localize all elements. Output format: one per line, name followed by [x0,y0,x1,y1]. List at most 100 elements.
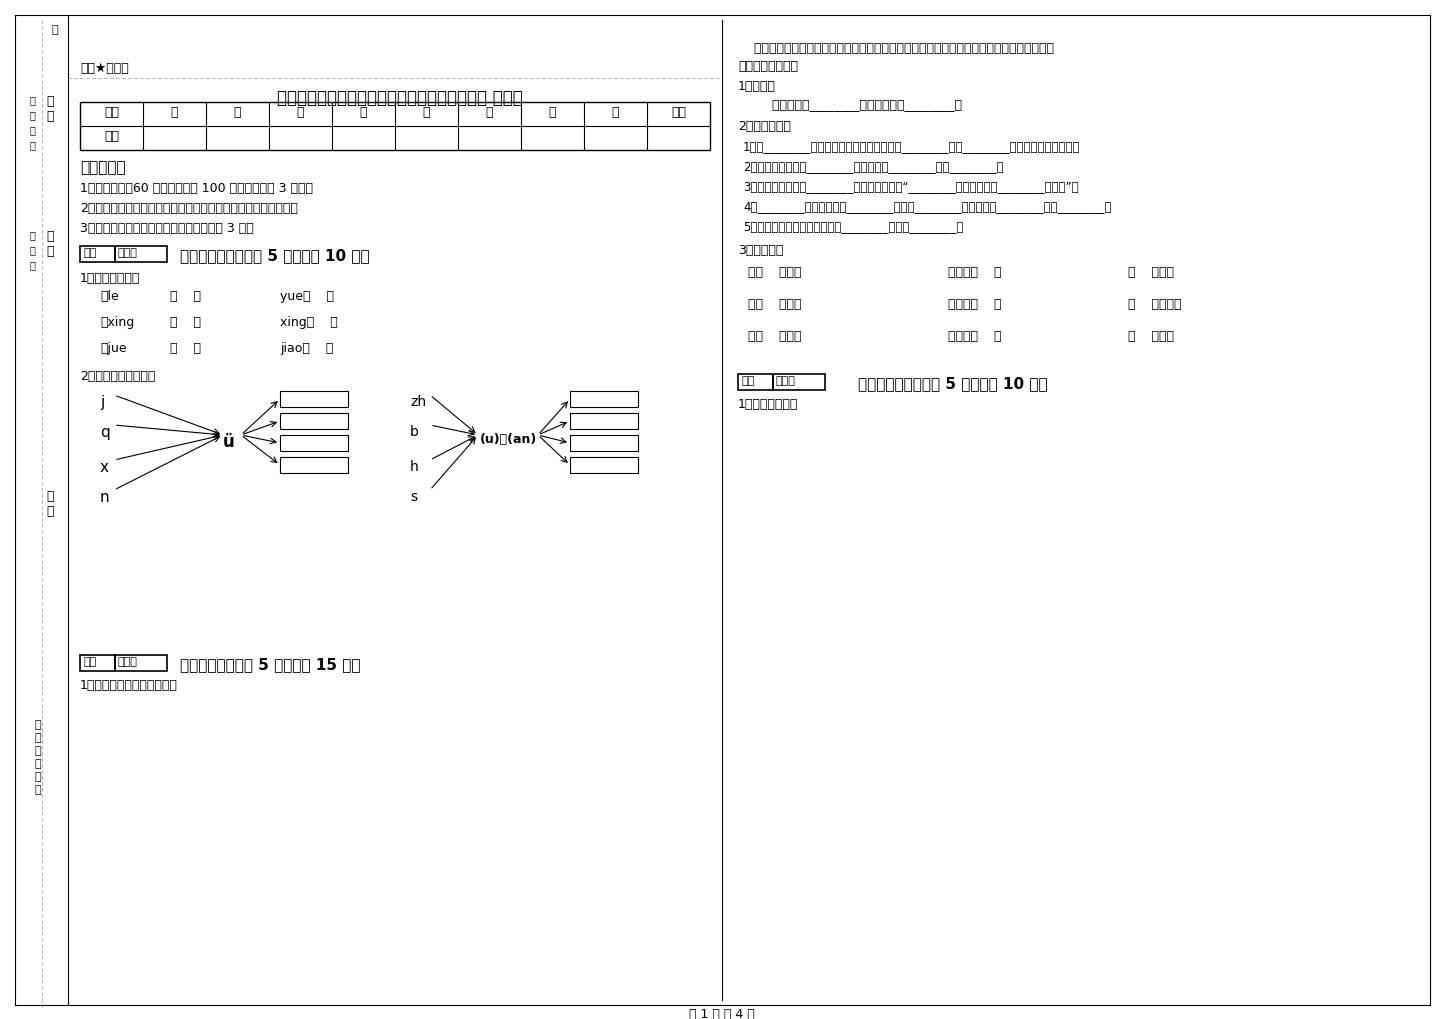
Text: 因为大公鸡________，所以人人都________。: 因为大公鸡________，所以人人都________。 [756,98,962,111]
Text: 名: 名 [46,110,53,123]
Bar [569,391,639,407]
Text: 绝密★启用前: 绝密★启用前 [79,62,129,75]
Text: 1、读一读，再按要求作答。: 1、读一读，再按要求作答。 [79,679,178,692]
Text: 兴xing: 兴xing [100,316,134,329]
Text: （    ）地说: （ ）地说 [1129,330,1173,343]
Text: 三: 三 [296,106,305,119]
Text: 准: 准 [29,95,35,105]
Text: 1、填空：: 1、填空： [738,81,776,93]
Bar [280,457,348,473]
Text: ü: ü [223,433,236,451]
Text: b: b [410,425,419,439]
Text: 兴安盟实验小学一年级语文上学期开学检测试题 附答案: 兴安盟实验小学一年级语文上学期开学检测试题 附答案 [277,89,523,107]
Text: 考: 考 [29,110,35,120]
Text: 一、拼音部分（每题 5 分，共计 10 分）: 一、拼音部分（每题 5 分，共计 10 分） [181,248,370,263]
Text: 2、我会拼，我会写。: 2、我会拼，我会写。 [79,370,156,383]
Text: 一: 一 [171,106,178,119]
Text: (u)－(an): (u)－(an) [480,433,538,446]
Text: 评卷人: 评卷人 [776,376,796,386]
Text: 道: 道 [35,772,42,782]
Text: 得分: 得分 [82,248,97,258]
Text: 大红公鸡真好看，头上戴着红帽子，身上穿着花外衣，油亮脖子金黄脚，天天早上唔唔叫，: 大红公鸡真好看，头上戴着红帽子，身上穿着花外衣，油亮脖子金黄脚，天天早上唔唔叫， [738,42,1053,55]
Text: 第 1 页 共 4 页: 第 1 页 共 4 页 [689,1008,754,1019]
Bar [569,457,639,473]
Bar [773,374,825,390]
Text: x: x [100,460,108,475]
Text: 4、________惜细流，树阴________晴柔。________露尖尖角，________蚕虴________。: 4、________惜细流，树阴________晴柔。________露尖尖角，… [743,200,1111,213]
Bar [116,246,168,262]
Bar [280,435,348,451]
Text: 觉jue: 觉jue [100,342,127,355]
Text: 学: 学 [46,490,53,503]
Text: （    ）地跳: （ ）地跳 [1129,266,1173,279]
Text: j: j [100,395,104,410]
Text: 考试须知：: 考试须知： [79,160,126,175]
Text: 评卷人: 评卷人 [118,248,137,258]
Text: 透明的（    ）: 透明的（ ） [948,330,1001,343]
Text: 3、我会填。: 3、我会填。 [738,244,783,257]
Text: 三、识字写字（每题 5 分，共计 10 分）: 三、识字写字（每题 5 分，共计 10 分） [858,376,1048,391]
Text: 题: 题 [52,25,58,35]
Text: jiao（    ）: jiao（ ） [280,342,334,355]
Text: yue（    ）: yue（ ） [280,290,334,303]
Text: 人人见了都喜欢。: 人人见了都喜欢。 [738,60,798,73]
Text: 2、我会填空：: 2、我会填空： [738,120,790,133]
Text: 街: 街 [35,759,42,769]
Text: 四: 四 [360,106,367,119]
Text: 1、多音字组词。: 1、多音字组词。 [79,272,140,285]
Text: 得分: 得分 [82,657,97,667]
Text: 总分: 总分 [670,106,686,119]
Bar [569,435,639,451]
Text: （    ）地画画: （ ）地画画 [1129,298,1182,311]
Text: 校: 校 [46,505,53,518]
Text: 准: 准 [29,245,35,255]
Text: 七: 七 [549,106,556,119]
Text: 不: 不 [29,230,35,240]
Text: （    ）: （ ） [171,290,201,303]
Text: 三（    ）小溪: 三（ ）小溪 [749,330,802,343]
Text: 1、考试时间：60 分钟，满分为 100 分（含卷面分 3 分）。: 1、考试时间：60 分钟，满分为 100 分（含卷面分 3 分）。 [79,182,314,195]
Bar [280,413,348,429]
Text: zh: zh [410,395,426,409]
Text: 二: 二 [234,106,241,119]
Text: 姓: 姓 [46,95,53,108]
Text: h: h [410,460,419,474]
Text: 得分: 得分 [104,130,118,143]
Text: 3、不要在试卷上乱写乱画，卷面不整洁手 3 分。: 3、不要在试卷上乱写乱画，卷面不整洁手 3 分。 [79,222,254,235]
Text: 六: 六 [486,106,493,119]
Text: 证: 证 [29,125,35,135]
Bar [79,655,116,671]
Text: （: （ [35,746,42,756]
Text: q: q [100,425,110,440]
Text: ）: ） [35,785,42,795]
Text: s: s [410,490,418,504]
Bar [738,374,773,390]
Text: 美丽的（    ）: 美丽的（ ） [948,298,1001,311]
Bar [79,246,116,262]
Text: 镇: 镇 [35,733,42,743]
Text: 评卷人: 评卷人 [118,657,137,667]
Text: 2、请首先按要求在试卷的指定位置填写您的姓名、班级、学号。: 2、请首先按要求在试卷的指定位置填写您的姓名、班级、学号。 [79,202,298,215]
Text: 祇绿的（    ）: 祇绿的（ ） [948,266,1001,279]
Text: xing（    ）: xing（ ） [280,316,338,329]
Text: 五: 五 [423,106,431,119]
Text: n: n [100,490,110,505]
Text: 一（    ）国旗: 一（ ）国旗 [749,266,802,279]
Text: 号: 号 [29,140,35,150]
Bar [569,413,639,429]
Text: 5、春眠不觉晓，处处闻啊鸟。________，花落________。: 5、春眠不觉晓，处处闻啊鸟。________，花落________。 [743,220,964,233]
Text: 八: 八 [611,106,620,119]
Text: 3、乡亲们在井旁边________一块石碑，刻着“________挖井人，时刻________毛主席”。: 3、乡亲们在井旁边________一块石碑，刻着“________挖井人，时刻_… [743,180,1078,193]
Text: 题号: 题号 [104,106,118,119]
Text: 1、看图填汉字。: 1、看图填汉字。 [738,398,799,411]
Text: 得分: 得分 [741,376,754,386]
Bar [116,655,168,671]
Bar [280,391,348,407]
Text: 两（    ）小船: 两（ ）小船 [749,298,802,311]
Text: （    ）: （ ） [171,316,201,329]
Text: 2、小燕子说春雨是________，春雨落到________，草________。: 2、小燕子说春雨是________，春雨落到________，草________… [743,160,1003,173]
Text: 乐le: 乐le [100,290,118,303]
Text: 二、填空题（每题 5 分，共计 15 分）: 二、填空题（每题 5 分，共计 15 分） [181,657,360,672]
Bar [79,102,709,150]
Text: 乡: 乡 [35,720,42,730]
